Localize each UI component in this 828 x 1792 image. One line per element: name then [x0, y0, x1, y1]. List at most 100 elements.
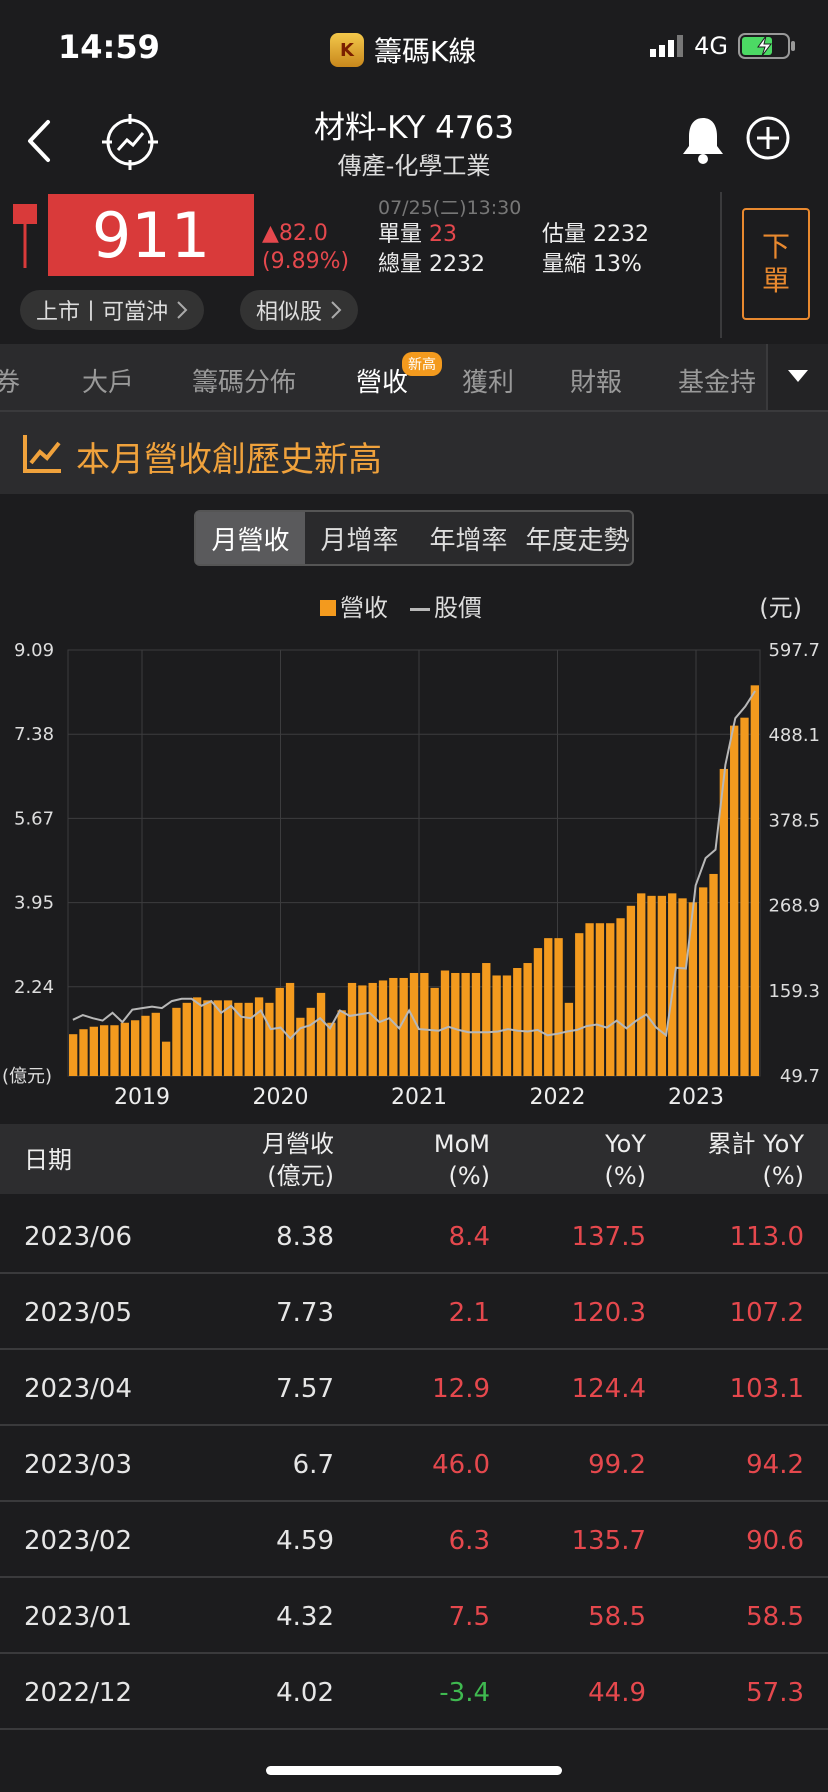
quote-panel: 911 ▲82.0 (9.89%) 07/25(二)13:30 單量 23 估量…	[0, 190, 828, 340]
revenue-bar	[750, 685, 759, 1076]
signal-icon	[650, 35, 684, 57]
table-row[interactable]: 2022/12 4.02 -3.4 44.9 57.3	[0, 1654, 828, 1730]
seg-yoy[interactable]: 年增率	[429, 525, 508, 556]
y-left-tick-label: 7.38	[14, 724, 54, 745]
tab-major-holders[interactable]: 大戶	[82, 368, 135, 398]
revenue-bar	[389, 977, 398, 1076]
table-row[interactable]: 2023/06 8.38 8.4 137.5 113.0	[0, 1198, 828, 1274]
table-row[interactable]: 2023/02 4.59 6.3 135.7 90.6	[0, 1502, 828, 1578]
legend-price-swatch	[410, 607, 430, 611]
shrink-value: 13%	[593, 252, 642, 277]
tab-fund-holdings[interactable]: 基金持	[678, 368, 757, 398]
th-date: 日期	[24, 1146, 72, 1174]
tab-margin[interactable]: 券	[0, 368, 21, 398]
revenue-bar	[347, 982, 357, 1076]
status-bar: 14:59 K 籌碼K線 4G	[0, 0, 828, 96]
revenue-bar	[595, 923, 605, 1076]
th-cum-yoy: 累計 YoY (%)	[708, 1128, 804, 1192]
bell-icon[interactable]	[680, 114, 726, 166]
revenue-bar	[688, 902, 698, 1076]
revenue-bar	[110, 1025, 119, 1076]
cell-mom: 46.0	[432, 1450, 490, 1480]
total-vol-value: 2232	[429, 252, 486, 277]
revenue-bar	[203, 1000, 212, 1076]
revenue-bar	[265, 1002, 274, 1076]
est-vol-value: 2232	[593, 222, 650, 247]
tab-chip-distribution[interactable]: 籌碼分佈	[192, 368, 297, 398]
table-row[interactable]: 2023/03 6.7 46.0 99.2 94.2	[0, 1426, 828, 1502]
revenue-bar	[709, 873, 718, 1076]
y-left-tick-label: 9.09	[14, 640, 54, 661]
seg-annual-trend[interactable]: 年度走勢	[525, 525, 630, 556]
th-mom-l1: MoM	[433, 1130, 490, 1158]
market-tag-button[interactable]: 上市丨可當沖	[20, 290, 205, 330]
shrink-label: 量縮	[542, 252, 587, 277]
table-row[interactable]: 2023/04 7.57 12.9 124.4 103.1	[0, 1350, 828, 1426]
banner-text: 本月營收創歷史新高	[76, 440, 382, 480]
table-row[interactable]: 2023/05 7.73 2.1 120.3 107.2	[0, 1274, 828, 1350]
cell-yoy: 120.3	[571, 1298, 646, 1328]
add-icon[interactable]	[744, 114, 792, 162]
status-time: 14:59	[58, 28, 160, 66]
legend-price: 股價	[410, 588, 482, 623]
crosshair-trend-icon[interactable]	[100, 112, 160, 172]
revenue-bar	[275, 987, 284, 1076]
similar-stock-button[interactable]: 相似股	[240, 290, 359, 330]
tab-revenue[interactable]: 營收	[356, 368, 409, 398]
network-label: 4G	[694, 32, 728, 60]
x-tick-label: 2023	[668, 1085, 724, 1110]
price-change-value: ▲82.0	[262, 221, 328, 246]
revenue-bar	[554, 938, 563, 1076]
revenue-banner: 本月營收創歷史新高	[0, 412, 828, 494]
revenue-bar	[327, 1022, 336, 1076]
revenue-bar	[213, 1000, 222, 1076]
revenue-bar	[120, 1022, 129, 1076]
tab-bar: 券 大戶 籌碼分佈 營收 新高 獲利 財報 基金持	[0, 344, 828, 412]
cell-mom: -3.4	[439, 1678, 490, 1708]
revenue-bar	[585, 923, 594, 1076]
home-indicator[interactable]	[266, 1766, 562, 1775]
seg-monthly-revenue[interactable]: 月營收	[196, 512, 305, 564]
cell-revenue: 4.32	[276, 1602, 334, 1632]
market-tag-label: 上市丨可當沖	[36, 300, 169, 325]
order-label-2: 單	[761, 264, 790, 297]
candle-icon	[13, 204, 37, 268]
line-chart-icon	[23, 435, 61, 473]
cell-mom: 7.5	[448, 1602, 490, 1632]
revenue-bar	[668, 893, 677, 1076]
revenue-bar	[657, 895, 667, 1076]
revenue-bar	[130, 1020, 140, 1076]
revenue-bar	[254, 997, 264, 1076]
th-yoy: YoY (%)	[604, 1128, 646, 1192]
table-row[interactable]: 2023/01 4.32 7.5 58.5 58.5	[0, 1578, 828, 1654]
th-revenue: 月營收 (億元)	[262, 1128, 334, 1192]
revenue-bar	[306, 1007, 315, 1076]
revenue-bar	[151, 1012, 160, 1076]
revenue-bar	[699, 887, 708, 1076]
revenue-bar	[451, 972, 460, 1076]
tab-dropdown-button[interactable]	[766, 344, 828, 410]
tab-financials[interactable]: 財報	[570, 368, 623, 398]
revenue-bar	[368, 982, 377, 1076]
y-left-tick-label: 5.67	[14, 808, 54, 829]
revenue-bar	[337, 1010, 346, 1076]
tab-profit[interactable]: 獲利	[462, 368, 515, 398]
order-label-1: 下	[761, 230, 790, 263]
y-left-tick-label: 3.95	[14, 893, 54, 914]
y-right-tick-label: 159.3	[768, 981, 820, 1002]
price-change-pct: (9.89%)	[262, 249, 350, 274]
back-icon[interactable]	[24, 118, 54, 164]
revenue-bar	[544, 938, 553, 1076]
cell-yoy: 44.9	[588, 1678, 646, 1708]
revenue-bar	[482, 963, 491, 1076]
place-order-button[interactable]: 下 單	[742, 208, 810, 320]
revenue-bar	[513, 968, 522, 1076]
price-change: ▲82.0 (9.89%)	[262, 220, 349, 276]
cell-date: 2023/01	[24, 1602, 133, 1632]
th-yoy-l2: (%)	[604, 1162, 646, 1190]
y-right-tick-label: 268.9	[768, 896, 820, 917]
revenue-bar	[316, 992, 326, 1076]
seg-mom[interactable]: 月增率	[320, 525, 399, 556]
volume-info: 07/25(二)13:30 單量 23 估量 2232 總量 2232 量縮 1…	[378, 196, 649, 280]
revenue-bar	[626, 905, 636, 1076]
